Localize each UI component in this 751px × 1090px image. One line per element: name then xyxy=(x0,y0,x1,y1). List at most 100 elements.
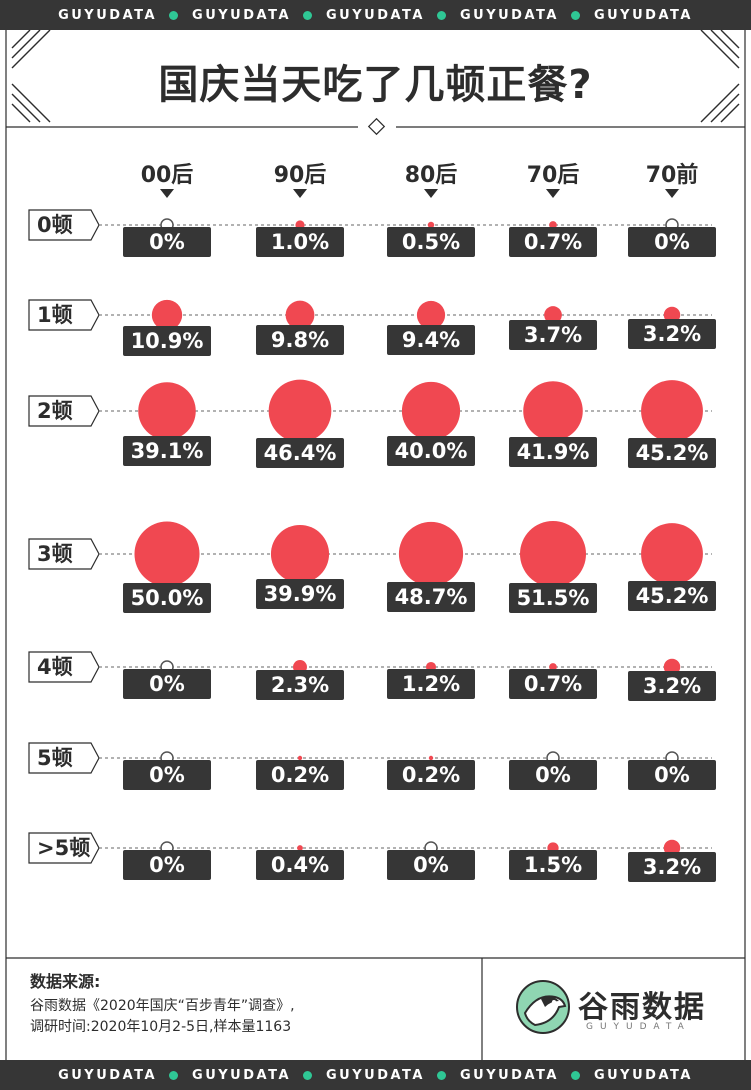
diamond-icon xyxy=(367,117,386,136)
caret-down-icon xyxy=(160,189,174,198)
source-title: 数据来源: xyxy=(30,972,101,991)
value-label: 0.2% xyxy=(387,760,475,790)
column-header: 70后 xyxy=(526,163,580,188)
value-bubble xyxy=(270,524,330,584)
value-label: 39.9% xyxy=(256,579,344,610)
row-label-tag xyxy=(28,538,100,570)
value-label: 0% xyxy=(123,850,211,880)
row-label: 4顿 xyxy=(37,655,73,679)
logo-subtext: GUYUDATA xyxy=(586,1022,691,1032)
row-label: >5顿 xyxy=(37,836,91,860)
band-word: GUYUDATA xyxy=(593,1067,693,1083)
column-header: 70前 xyxy=(645,163,699,188)
value-label: 45.2% xyxy=(628,580,716,611)
band-word: GUYUDATA xyxy=(459,1067,559,1083)
value-label: 0% xyxy=(123,227,211,257)
top-brand-band: GUYUDATA GUYUDATA GUYUDATA GUYUDATA GUYU… xyxy=(0,0,751,30)
value-label: 0% xyxy=(628,227,716,257)
value-label: 3.2% xyxy=(628,319,716,350)
band-dot-icon xyxy=(169,10,179,20)
source-block: 数据来源: 谷雨数据《2020年国庆“百步青年”调查》, 调研时间:2020年1… xyxy=(30,968,295,1038)
value-bubble xyxy=(519,520,587,588)
value-label: 48.7% xyxy=(387,582,475,613)
value-label: 9.8% xyxy=(256,325,344,356)
caret-down-icon xyxy=(424,189,438,198)
value-bubble xyxy=(427,221,435,229)
row-label-tag xyxy=(28,395,100,427)
row-label-tag xyxy=(28,832,100,864)
band-word: GUYUDATA xyxy=(58,7,158,23)
value-label: 1.2% xyxy=(387,669,475,699)
band-dot-icon xyxy=(169,1070,179,1080)
value-label: 51.5% xyxy=(509,583,597,613)
band-word: GUYUDATA xyxy=(459,7,559,23)
band-word: GUYUDATA xyxy=(593,7,693,23)
value-label: 1.0% xyxy=(256,227,344,257)
value-bubble xyxy=(428,755,434,761)
value-bubble xyxy=(641,523,703,585)
value-bubble xyxy=(523,381,583,441)
value-bubble xyxy=(641,380,703,442)
caret-down-icon xyxy=(293,189,307,198)
value-bubble xyxy=(549,663,557,671)
value-bubble xyxy=(297,755,303,761)
source-line-2: 调研时间:2020年10月2-5日,样本量1163 xyxy=(30,1019,292,1035)
row-label-tag xyxy=(28,742,100,774)
band-dot-icon xyxy=(570,10,580,20)
value-label: 0.5% xyxy=(387,227,475,257)
band-word: GUYUDATA xyxy=(192,7,292,23)
value-label: 41.9% xyxy=(509,436,597,467)
row-label-tag xyxy=(28,651,100,683)
value-bubble xyxy=(663,306,681,324)
row-label: 5顿 xyxy=(37,746,73,770)
value-bubble xyxy=(544,306,562,324)
band-word: GUYUDATA xyxy=(58,1067,158,1083)
value-label: 0.4% xyxy=(256,850,344,880)
value-label: 0% xyxy=(387,850,475,880)
value-bubble xyxy=(285,300,315,330)
row-label: 1顿 xyxy=(37,303,73,327)
value-bubble xyxy=(268,379,332,443)
source-line-1: 谷雨数据《2020年国庆“百步青年”调查》, xyxy=(30,998,295,1014)
value-bubble xyxy=(297,845,303,851)
caret-down-icon xyxy=(546,189,560,198)
value-label: 3.2% xyxy=(628,671,716,702)
value-label: 46.4% xyxy=(256,438,344,469)
band-dot-icon xyxy=(570,1070,580,1080)
value-label: 10.9% xyxy=(123,326,211,357)
value-label: 0.7% xyxy=(509,227,597,257)
value-bubble xyxy=(401,381,461,441)
value-bubble xyxy=(134,521,200,587)
value-label: 45.2% xyxy=(628,437,716,468)
band-word: GUYUDATA xyxy=(192,1067,292,1083)
value-bubble xyxy=(549,221,557,229)
band-dot-icon xyxy=(303,10,313,20)
value-label: 39.1% xyxy=(123,435,211,466)
value-label: 3.2% xyxy=(628,852,716,883)
value-bubble xyxy=(663,839,681,857)
caret-down-icon xyxy=(665,189,679,198)
page-title: 国庆当天吃了几顿正餐? xyxy=(158,62,593,108)
value-label: 9.4% xyxy=(387,325,475,356)
band-dot-icon xyxy=(436,10,446,20)
bird-logo-icon xyxy=(516,980,570,1034)
value-bubble xyxy=(663,658,681,676)
value-label: 40.0% xyxy=(387,436,475,467)
bottom-brand-band: GUYUDATA GUYUDATA GUYUDATA GUYUDATA GUYU… xyxy=(0,1060,751,1090)
value-bubble xyxy=(138,382,196,440)
column-header: 90后 xyxy=(273,163,327,188)
row-label: 0顿 xyxy=(37,213,73,237)
band-dot-icon xyxy=(303,1070,313,1080)
value-bubble xyxy=(151,299,183,331)
band-word: GUYUDATA xyxy=(326,1067,425,1083)
value-label: 0% xyxy=(123,760,211,790)
row-label: 3顿 xyxy=(37,542,73,566)
row-label: 2顿 xyxy=(37,399,73,423)
logo-text: 谷雨数据 xyxy=(578,990,706,1025)
column-header: 80后 xyxy=(404,163,458,188)
value-bubble xyxy=(398,521,464,587)
value-label: 2.3% xyxy=(256,669,344,700)
value-label: 0% xyxy=(123,669,211,699)
